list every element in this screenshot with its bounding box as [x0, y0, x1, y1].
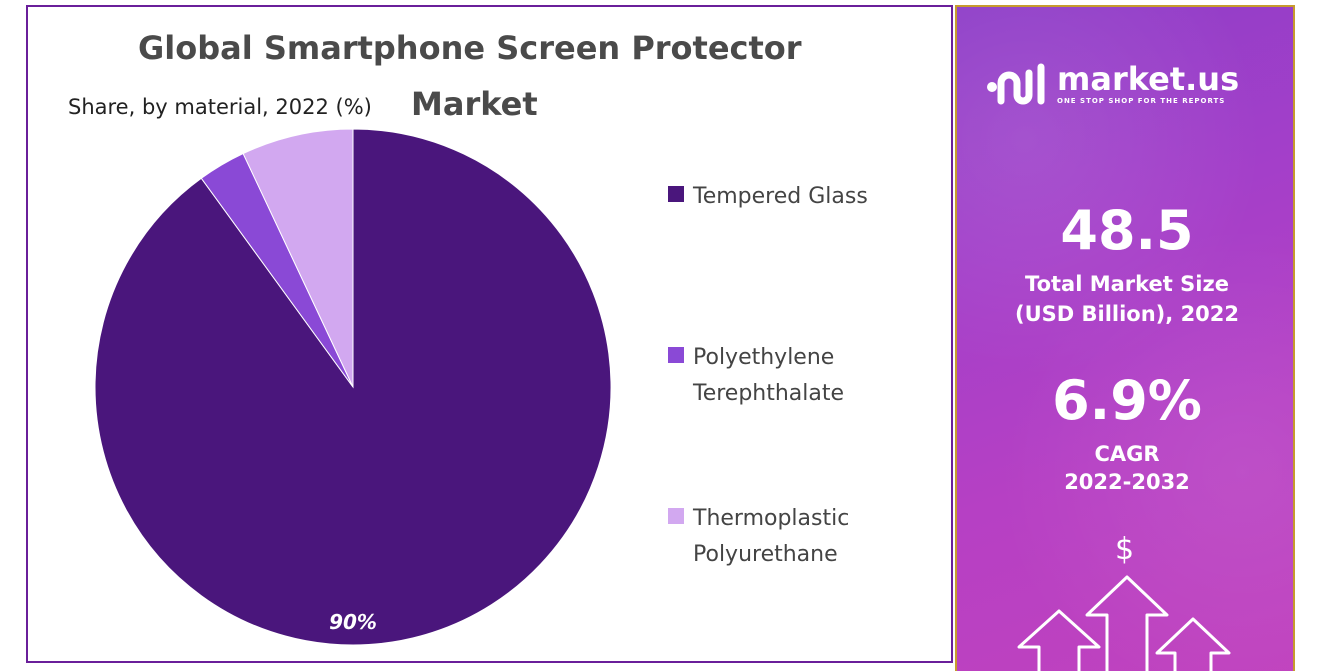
summary-panel: market.us ONE STOP SHOP FOR THE REPORTS … — [955, 5, 1295, 671]
pie-data-label: 90% — [329, 610, 377, 634]
legend-item-thermoplastic-polyurethane: Thermoplastic Polyurethane — [668, 501, 913, 573]
legend-item-tempered-glass: Tempered Glass — [668, 179, 913, 215]
cagr-value: 6.9% — [1052, 369, 1202, 432]
dollar-icon: $ — [1115, 532, 1135, 567]
chart-subtitle: Share, by material, 2022 (%) — [68, 95, 372, 119]
brand: market.us ONE STOP SHOP FOR THE REPORTS — [985, 57, 1239, 111]
market-us-logo-icon — [987, 63, 1045, 105]
legend-swatch — [668, 347, 684, 363]
market-size-label-line1: Total Market Size — [1025, 272, 1229, 296]
market-size-label-line2: (USD Billion), 2022 — [1014, 302, 1240, 326]
legend-label: Tempered Glass — [693, 184, 868, 209]
brand-name: market.us — [1057, 60, 1240, 98]
legend-swatch — [668, 508, 684, 524]
legend-item-polyethylene-terephthalate: Polyethylene Terephthalate — [668, 340, 913, 412]
legend-label: Thermoplastic Polyurethane — [693, 506, 850, 567]
up-arrow-icon — [1017, 575, 1231, 671]
pie-slice-thermoplastic-polyurethane — [242, 128, 354, 388]
legend-swatch — [668, 186, 684, 202]
cagr-label-line2: 2022-2032 — [1064, 470, 1190, 494]
brand-tagline: ONE STOP SHOP FOR THE REPORTS — [1057, 97, 1226, 105]
chart-title-line2: Market — [411, 85, 538, 123]
pie-chart: 90% — [94, 128, 612, 646]
market-size-value: 48.5 — [1060, 199, 1194, 262]
legend-label: Polyethylene Terephthalate — [693, 345, 845, 406]
chart-title: Global Smartphone Screen Protector — [138, 29, 802, 67]
cagr-label-line1: CAGR — [1094, 442, 1160, 466]
pie-slice-tempered-glass — [94, 128, 612, 646]
chart-card: Global Smartphone Screen Protector Share… — [26, 5, 953, 663]
